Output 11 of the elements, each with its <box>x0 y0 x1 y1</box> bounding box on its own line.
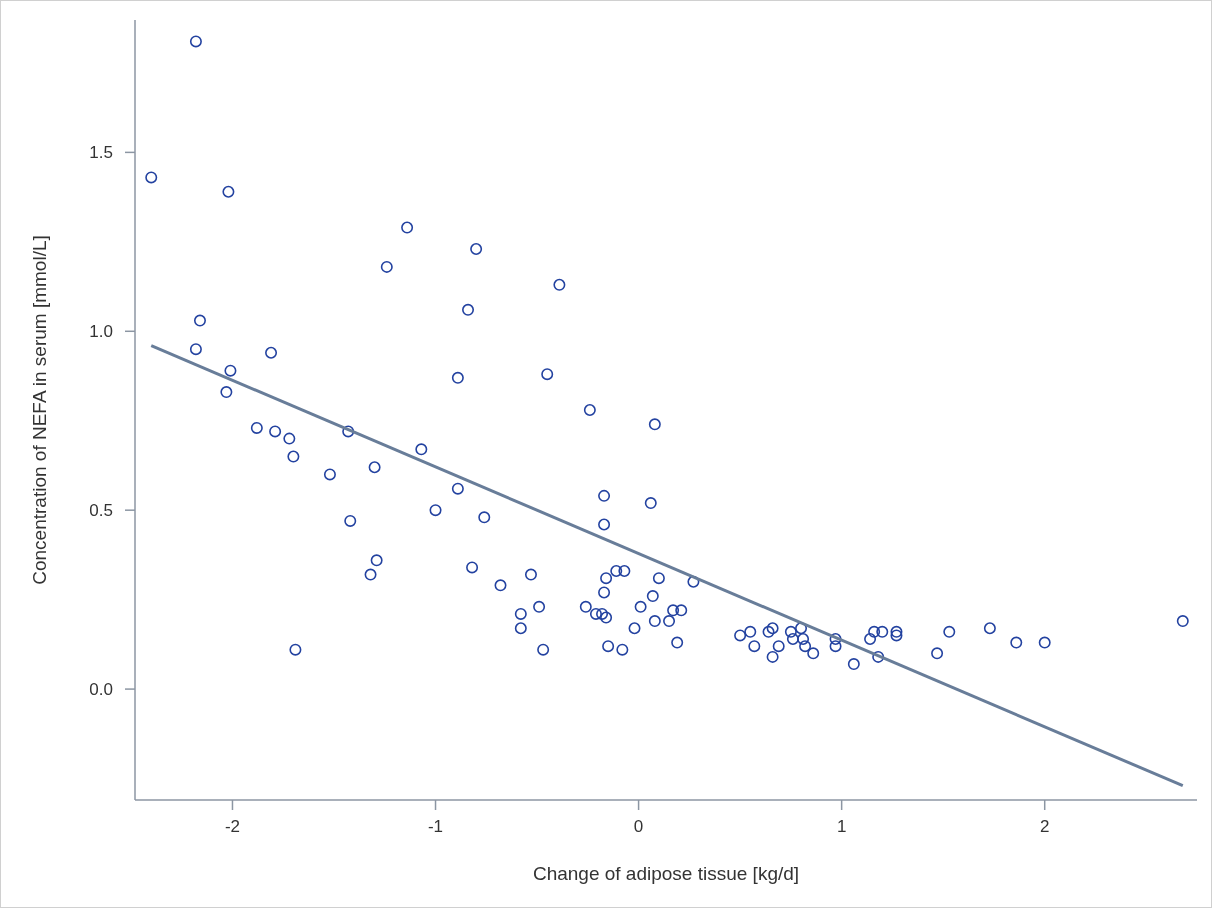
y-tick-label: 1.5 <box>89 143 113 163</box>
y-tick-label: 1.0 <box>89 322 113 342</box>
x-tick-label: -1 <box>427 817 444 836</box>
y-tick-label: 0.5 <box>89 501 113 521</box>
x-tick-label: -2 <box>224 817 241 836</box>
x-tick-label: 1 <box>836 817 847 836</box>
x-axis-title: Change of adipose tissue [kg/d] <box>532 863 800 884</box>
y-tick-label: 0.0 <box>89 680 113 700</box>
y-axis-title: Concentration of NEFA in serum [mmol/L] <box>29 235 50 585</box>
x-tick-label: 0 <box>633 817 644 836</box>
x-tick-label: 2 <box>1039 817 1050 836</box>
